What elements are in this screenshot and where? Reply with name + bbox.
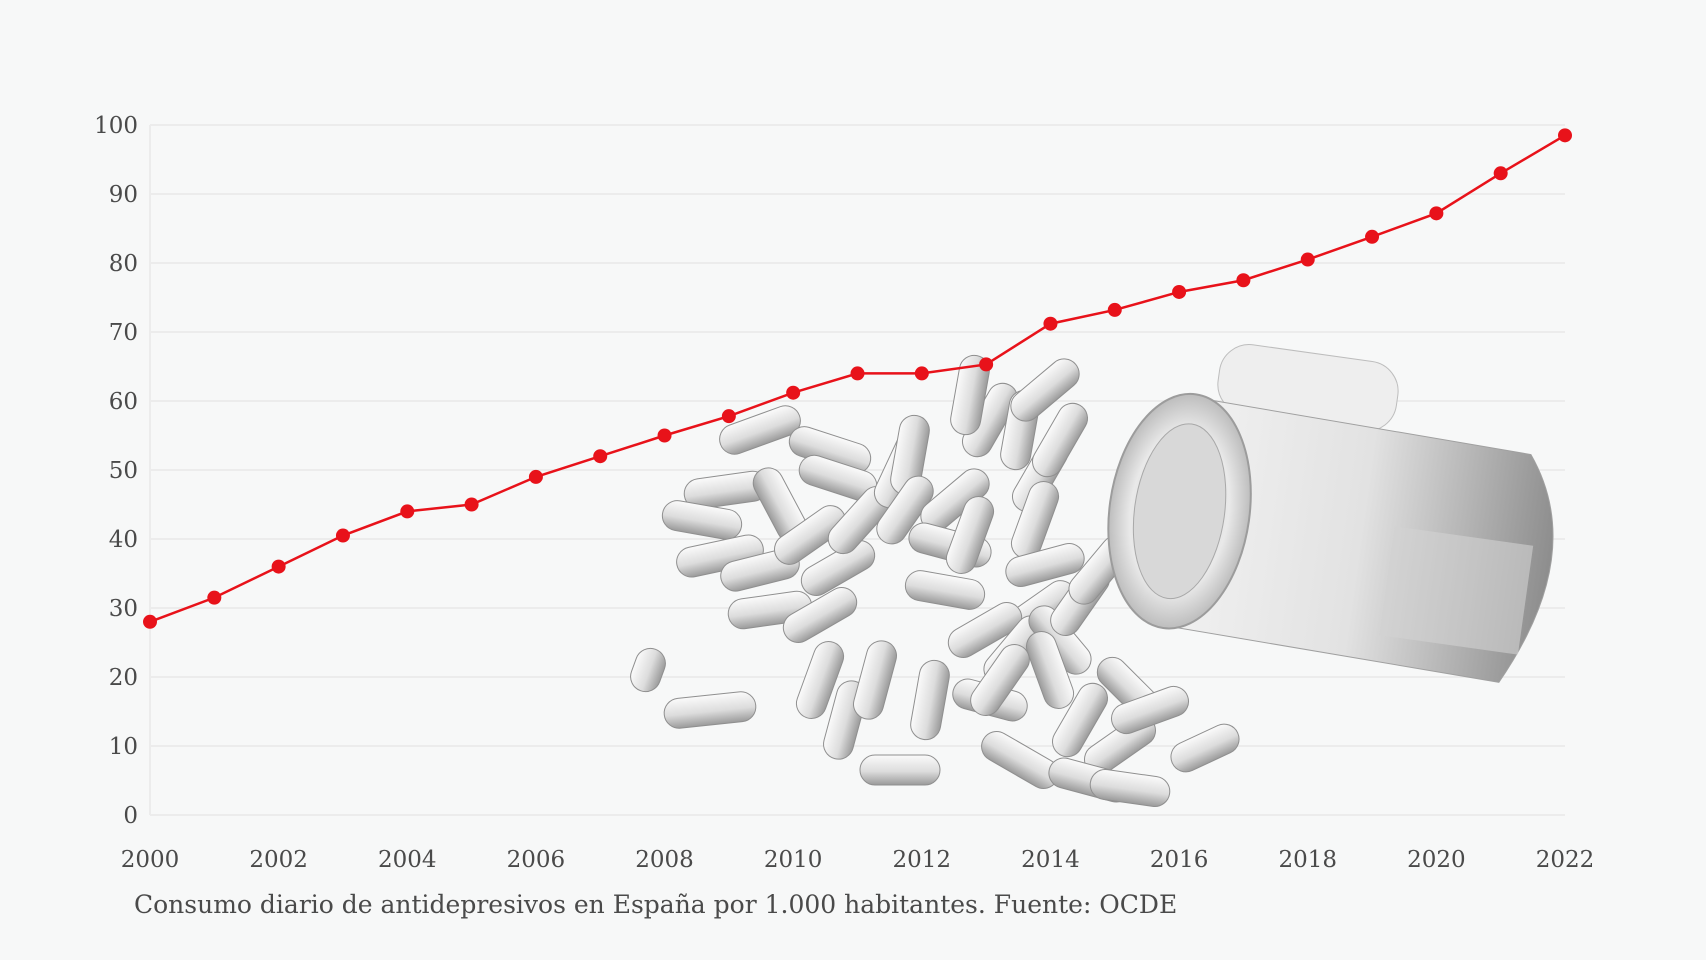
x-tick-label: 2018: [1278, 847, 1337, 873]
data-point-2018: [1300, 252, 1315, 267]
pill-shape: [1005, 543, 1085, 587]
x-tick-label: 2000: [121, 847, 180, 873]
data-point-2013: [979, 357, 994, 372]
pill-shape: [981, 731, 1059, 789]
data-point-2021: [1493, 166, 1508, 181]
pill-shape: [1089, 769, 1171, 807]
x-tick-label: 2012: [893, 847, 952, 873]
x-tick-label: 2008: [635, 847, 694, 873]
pill-shape: [859, 754, 941, 786]
data-point-2006: [528, 469, 543, 484]
pill-shape: [947, 602, 1023, 658]
bottle-shape: [1107, 344, 1554, 683]
pill-shape: [853, 640, 897, 720]
x-tick-label: 2004: [378, 847, 437, 873]
pill-shape: [904, 570, 986, 610]
data-point-2003: [335, 528, 350, 543]
pill-bottle-icon: [630, 344, 1554, 807]
pill-shape: [876, 475, 934, 545]
pill-shape: [782, 587, 858, 643]
data-point-2019: [1365, 229, 1380, 244]
x-tick-label: 2010: [764, 847, 823, 873]
y-tick-label: 70: [109, 320, 138, 346]
y-tick-label: 30: [109, 596, 138, 622]
x-tick-label: 2006: [507, 847, 566, 873]
pill-shape: [910, 659, 950, 741]
data-point-2010: [786, 385, 801, 400]
data-point-2000: [143, 614, 157, 629]
data-point-2011: [850, 366, 865, 381]
pill-shape: [661, 500, 743, 540]
series: [143, 128, 1572, 629]
axes: 0 10 20 30 40 50 60 70 80 90 100 2000 2002 2004 2006 20…: [94, 113, 1594, 873]
x-tick-label: 2002: [249, 847, 308, 873]
y-tick-label: 50: [109, 458, 138, 484]
data-point-2004: [400, 504, 415, 519]
pill-shape: [945, 496, 995, 574]
x-tick-label: 2014: [1021, 847, 1080, 873]
y-tick-label: 100: [94, 113, 138, 139]
chart-caption: Consumo diario de antidepresivos en Espa…: [134, 890, 1178, 919]
pill-shape: [950, 354, 990, 436]
x-tick-label: 2020: [1407, 847, 1466, 873]
pill-shape: [774, 505, 846, 565]
data-point-2005: [464, 497, 479, 512]
y-tick-label: 20: [109, 665, 138, 691]
data-point-2001: [207, 590, 222, 605]
data-point-2016: [1172, 284, 1187, 299]
x-tick-label: 2022: [1536, 847, 1595, 873]
pill-shape: [1052, 682, 1108, 758]
pill-shape: [1025, 631, 1075, 709]
pill-shape: [663, 691, 757, 729]
pill-shape: [970, 644, 1030, 716]
pill-shape: [719, 405, 801, 455]
pill-shape: [630, 647, 666, 693]
data-point-2012: [914, 366, 929, 381]
y-tick-label: 10: [109, 734, 138, 760]
y-tick-label: 60: [109, 389, 138, 415]
y-tick-label: 40: [109, 527, 138, 553]
y-tick-label: 0: [123, 803, 138, 829]
pill-shape: [795, 641, 845, 719]
data-point-2015: [1107, 302, 1122, 317]
pill-shape: [1010, 358, 1080, 422]
data-point-2022: [1558, 128, 1572, 143]
y-tick-label: 80: [109, 251, 138, 277]
pill-shape: [1111, 685, 1189, 735]
data-point-2007: [593, 449, 608, 464]
data-point-2009: [721, 409, 736, 424]
data-point-2002: [271, 559, 286, 574]
data-point-2008: [657, 428, 672, 443]
x-tick-label: 2016: [1150, 847, 1209, 873]
y-tick-label: 90: [109, 182, 138, 208]
data-point-2014: [1043, 316, 1058, 331]
pill-shape: [1032, 402, 1088, 478]
data-point-2020: [1429, 206, 1444, 221]
pill-shape: [800, 540, 876, 596]
data-point-2017: [1236, 273, 1251, 288]
pill-shape: [1170, 723, 1240, 773]
